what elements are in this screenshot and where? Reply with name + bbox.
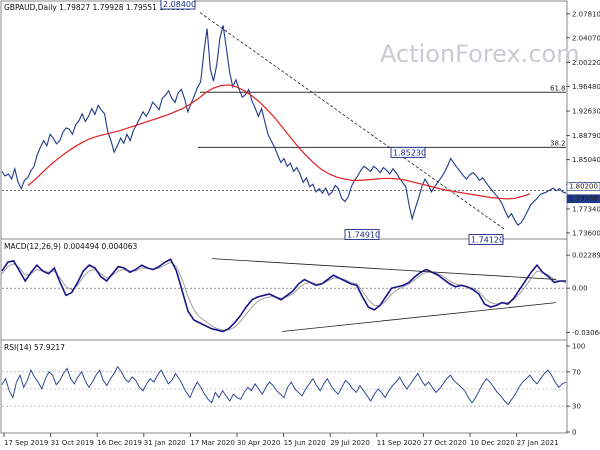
price-annotation-box [344, 229, 380, 240]
x-tick-label: 29 Jul 2020 [330, 439, 370, 447]
price-series-line [1, 25, 567, 227]
price-y-tick-label: 1.88790 [572, 132, 600, 140]
macd-upper-trendline [211, 258, 557, 280]
price-ma-line [27, 84, 531, 200]
price-annotation-label: 1.85230 [393, 148, 426, 157]
rsi-line [1, 365, 567, 406]
x-tick-label: 30 Apr 2020 [237, 439, 280, 447]
last-price-label: 1.80200 [569, 183, 598, 191]
price-annotation-label: 1.74910 [347, 230, 380, 239]
rsi-y-tick-label: 100 [572, 343, 585, 351]
macd-y-tick-label: 0.00 [572, 285, 588, 293]
macd-header: MACD(12,26,9) 0.004494 0.004063 [4, 242, 138, 251]
rsi-y-tick-label: 70 [572, 368, 581, 376]
x-tick-label: 27 Oct 2020 [423, 439, 466, 447]
x-tick-label: 31 Jan 2020 [144, 439, 186, 447]
x-tick-label: 17 Mar 2020 [190, 439, 234, 447]
rsi-panel-frame [0, 339, 568, 434]
price-annotation-box [468, 234, 504, 245]
fib-level-label: 61.8 [550, 84, 566, 92]
macd-lower-trendline [281, 302, 557, 332]
price-y-tick-label: 2.04070 [572, 34, 600, 42]
price-y-tick-label: 1.77340 [572, 205, 600, 213]
price-y-tick-label: 1.85040 [572, 156, 600, 164]
watermark: ActionForex.com [380, 40, 580, 68]
fib-level-label: 38.2 [550, 139, 566, 147]
x-tick-label: 27 Jan 2021 [517, 439, 559, 447]
price-annotation-label: 1.74120 [471, 236, 504, 245]
rsi-header: RSI(14) 57.9217 [4, 343, 65, 352]
last-price-tag [566, 182, 600, 191]
macd-signal-line [1, 261, 567, 331]
price-header: GBPAUD,Daily 1.79827 1.79928 1.79551 1.7… [4, 3, 191, 12]
price-annotation-box [160, 0, 196, 10]
x-tick-label: 31 Oct 2019 [51, 439, 94, 447]
x-tick-label: 15 Jun 2020 [284, 439, 326, 447]
x-tick-label: 16 Dec 2019 [97, 439, 142, 447]
price-down-trendline [199, 12, 506, 231]
price-y-tick-label: 1.73600 [572, 229, 600, 237]
price-annotation-box [390, 146, 426, 158]
last-price-label: 1.79556 [569, 195, 598, 203]
price-y-tick-label: 1.92630 [572, 108, 600, 116]
macd-y-tick-label: -0.030645 [572, 329, 600, 337]
macd-line [1, 258, 566, 333]
rsi-y-tick-label: 0 [572, 429, 576, 437]
macd-y-tick-label: 0.022895 [572, 252, 600, 260]
price-y-tick-label: 2.00220 [572, 59, 600, 67]
macd-panel-frame [0, 238, 568, 341]
x-tick-label: 10 Dec 2020 [470, 439, 515, 447]
price-annotation-label: 2.08400 [163, 0, 196, 9]
rsi-y-tick-label: 30 [572, 403, 581, 411]
price-y-tick-label: 1.96480 [572, 83, 600, 91]
last-price-tag [566, 194, 600, 204]
price-y-tick-label: 2.07810 [572, 10, 600, 18]
x-tick-label: 17 Sep 2019 [4, 439, 48, 447]
x-tick-label: 11 Sep 2020 [377, 439, 421, 447]
